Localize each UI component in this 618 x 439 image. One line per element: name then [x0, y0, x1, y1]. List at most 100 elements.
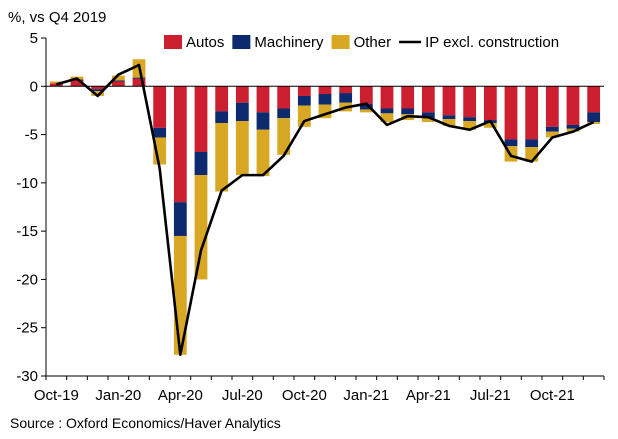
line-layer [55, 63, 595, 357]
bar-other-jul-21 [483, 122, 497, 128]
bar-machinery-jul-20 [235, 102, 249, 122]
y-tick-label: 0 [30, 78, 38, 95]
bar-other-sep-20 [277, 118, 291, 155]
bar-other-nov-21 [566, 128, 580, 132]
y-tick-label: -15 [16, 223, 38, 240]
legend-swatch-autos [164, 35, 182, 49]
bar-machinery-feb-20 [132, 77, 146, 79]
bar-autos-nov-21 [566, 86, 580, 125]
bar-machinery-oct-21 [545, 126, 559, 132]
bar-other-may-21 [442, 119, 456, 126]
bar-other-may-20 [194, 175, 208, 280]
bar-machinery-sep-20 [277, 108, 291, 119]
x-tick-label: Apr-21 [406, 387, 451, 404]
y-tick-label: -20 [16, 271, 38, 288]
bar-other-oct-20 [297, 105, 311, 127]
bar-autos-nov-19 [70, 80, 84, 87]
bar-other-oct-19 [49, 81, 63, 84]
x-tick-label: Oct-19 [34, 387, 79, 404]
bar-machinery-mar-20 [153, 127, 167, 138]
bar-autos-jul-20 [235, 86, 249, 103]
y-axis: 5 0 -5 -10 -15 -20 -25 -30 [16, 30, 47, 385]
bar-other-jan-21 [359, 109, 373, 113]
x-tick-label: Jul-21 [470, 387, 511, 404]
bar-autos-nov-20 [318, 86, 332, 95]
bar-machinery-apr-20 [173, 202, 187, 236]
legend-label-other: Other [354, 34, 392, 51]
bar-autos-feb-20 [132, 78, 146, 87]
bars-layer [49, 59, 601, 355]
bar-autos-oct-19 [49, 83, 63, 87]
bar-other-apr-21 [421, 118, 435, 123]
bar-machinery-oct-20 [297, 95, 311, 106]
bar-autos-dec-21 [587, 86, 601, 113]
bar-machinery-jun-21 [463, 117, 477, 122]
bar-machinery-may-21 [442, 115, 456, 120]
bar-other-dec-19 [91, 91, 105, 96]
x-axis: Oct-19 Jan-20 Apr-20 Jul-20 Oct-20 Jan-21 Apr-… [34, 375, 605, 404]
bar-autos-mar-20 [153, 86, 167, 128]
y-tick-label: 5 [30, 30, 38, 47]
bar-machinery-aug-20 [256, 112, 270, 130]
bar-other-jan-20 [111, 75, 125, 81]
bar-machinery-dec-21 [587, 112, 601, 123]
y-tick-label: -30 [16, 368, 38, 385]
bar-other-feb-21 [380, 113, 394, 123]
bar-autos-jul-21 [483, 86, 497, 121]
bar-other-jul-20 [235, 121, 249, 176]
bar-autos-apr-21 [421, 86, 435, 113]
bar-machinery-jun-20 [215, 111, 229, 123]
bar-other-jun-20 [215, 122, 229, 192]
bar-autos-jan-20 [111, 81, 125, 87]
bar-other-oct-21 [545, 131, 559, 138]
bar-machinery-jan-21 [359, 103, 373, 110]
bar-autos-feb-21 [380, 86, 394, 109]
x-tick-label: Jan-21 [343, 387, 389, 404]
bar-machinery-sep-21 [525, 139, 539, 148]
bar-machinery-dec-20 [339, 93, 353, 103]
bar-autos-oct-21 [545, 86, 559, 127]
bar-autos-aug-20 [256, 86, 270, 113]
y-axis-label: %, vs Q4 2019 [8, 9, 106, 26]
bar-autos-mar-21 [401, 86, 415, 109]
bar-autos-aug-21 [504, 86, 518, 140]
bar-machinery-mar-21 [401, 108, 415, 115]
x-tick-label: Jul-20 [222, 387, 263, 404]
bar-machinery-apr-21 [421, 112, 435, 119]
x-tick-label: Jan-20 [95, 387, 141, 404]
legend-label-autos: Autos [186, 34, 224, 51]
bar-autos-may-21 [442, 86, 456, 116]
bar-autos-jun-20 [215, 86, 229, 112]
bar-autos-sep-21 [525, 86, 539, 140]
bar-machinery-feb-21 [380, 108, 394, 114]
bar-autos-dec-19 [91, 86, 105, 90]
y-tick-label: -25 [16, 320, 38, 337]
bar-machinery-nov-20 [318, 94, 332, 105]
bar-autos-may-20 [194, 86, 208, 152]
x-tick-label: Apr-20 [158, 387, 203, 404]
series-line-ip-excl-construction [55, 63, 595, 357]
legend-label-machinery: Machinery [254, 34, 324, 51]
bar-machinery-dec-19 [91, 89, 105, 92]
bar-machinery-aug-21 [504, 139, 518, 147]
bar-machinery-nov-21 [566, 124, 580, 129]
bar-autos-sep-20 [277, 86, 291, 109]
bar-autos-apr-20 [173, 86, 187, 203]
bar-autos-dec-20 [339, 86, 353, 94]
bar-machinery-may-20 [194, 151, 208, 176]
legend: Autos Machinery Other IP excl. construction [164, 34, 559, 51]
bar-other-jun-21 [463, 121, 477, 130]
source-note: Source : Oxford Economics/Haver Analytic… [10, 415, 281, 431]
bar-autos-oct-20 [297, 86, 311, 96]
legend-swatch-machinery [232, 35, 251, 49]
y-tick-label: -10 [16, 175, 38, 192]
bar-autos-jun-21 [463, 86, 477, 118]
bar-machinery-jan-20 [111, 80, 125, 82]
x-tick-label: Oct-21 [530, 387, 575, 404]
bar-autos-jan-21 [359, 86, 373, 104]
bar-other-aug-20 [256, 129, 270, 177]
x-tick-label: Oct-20 [282, 387, 327, 404]
legend-swatch-other [331, 35, 350, 49]
legend-label-ip-excl-construction: IP excl. construction [425, 34, 559, 51]
